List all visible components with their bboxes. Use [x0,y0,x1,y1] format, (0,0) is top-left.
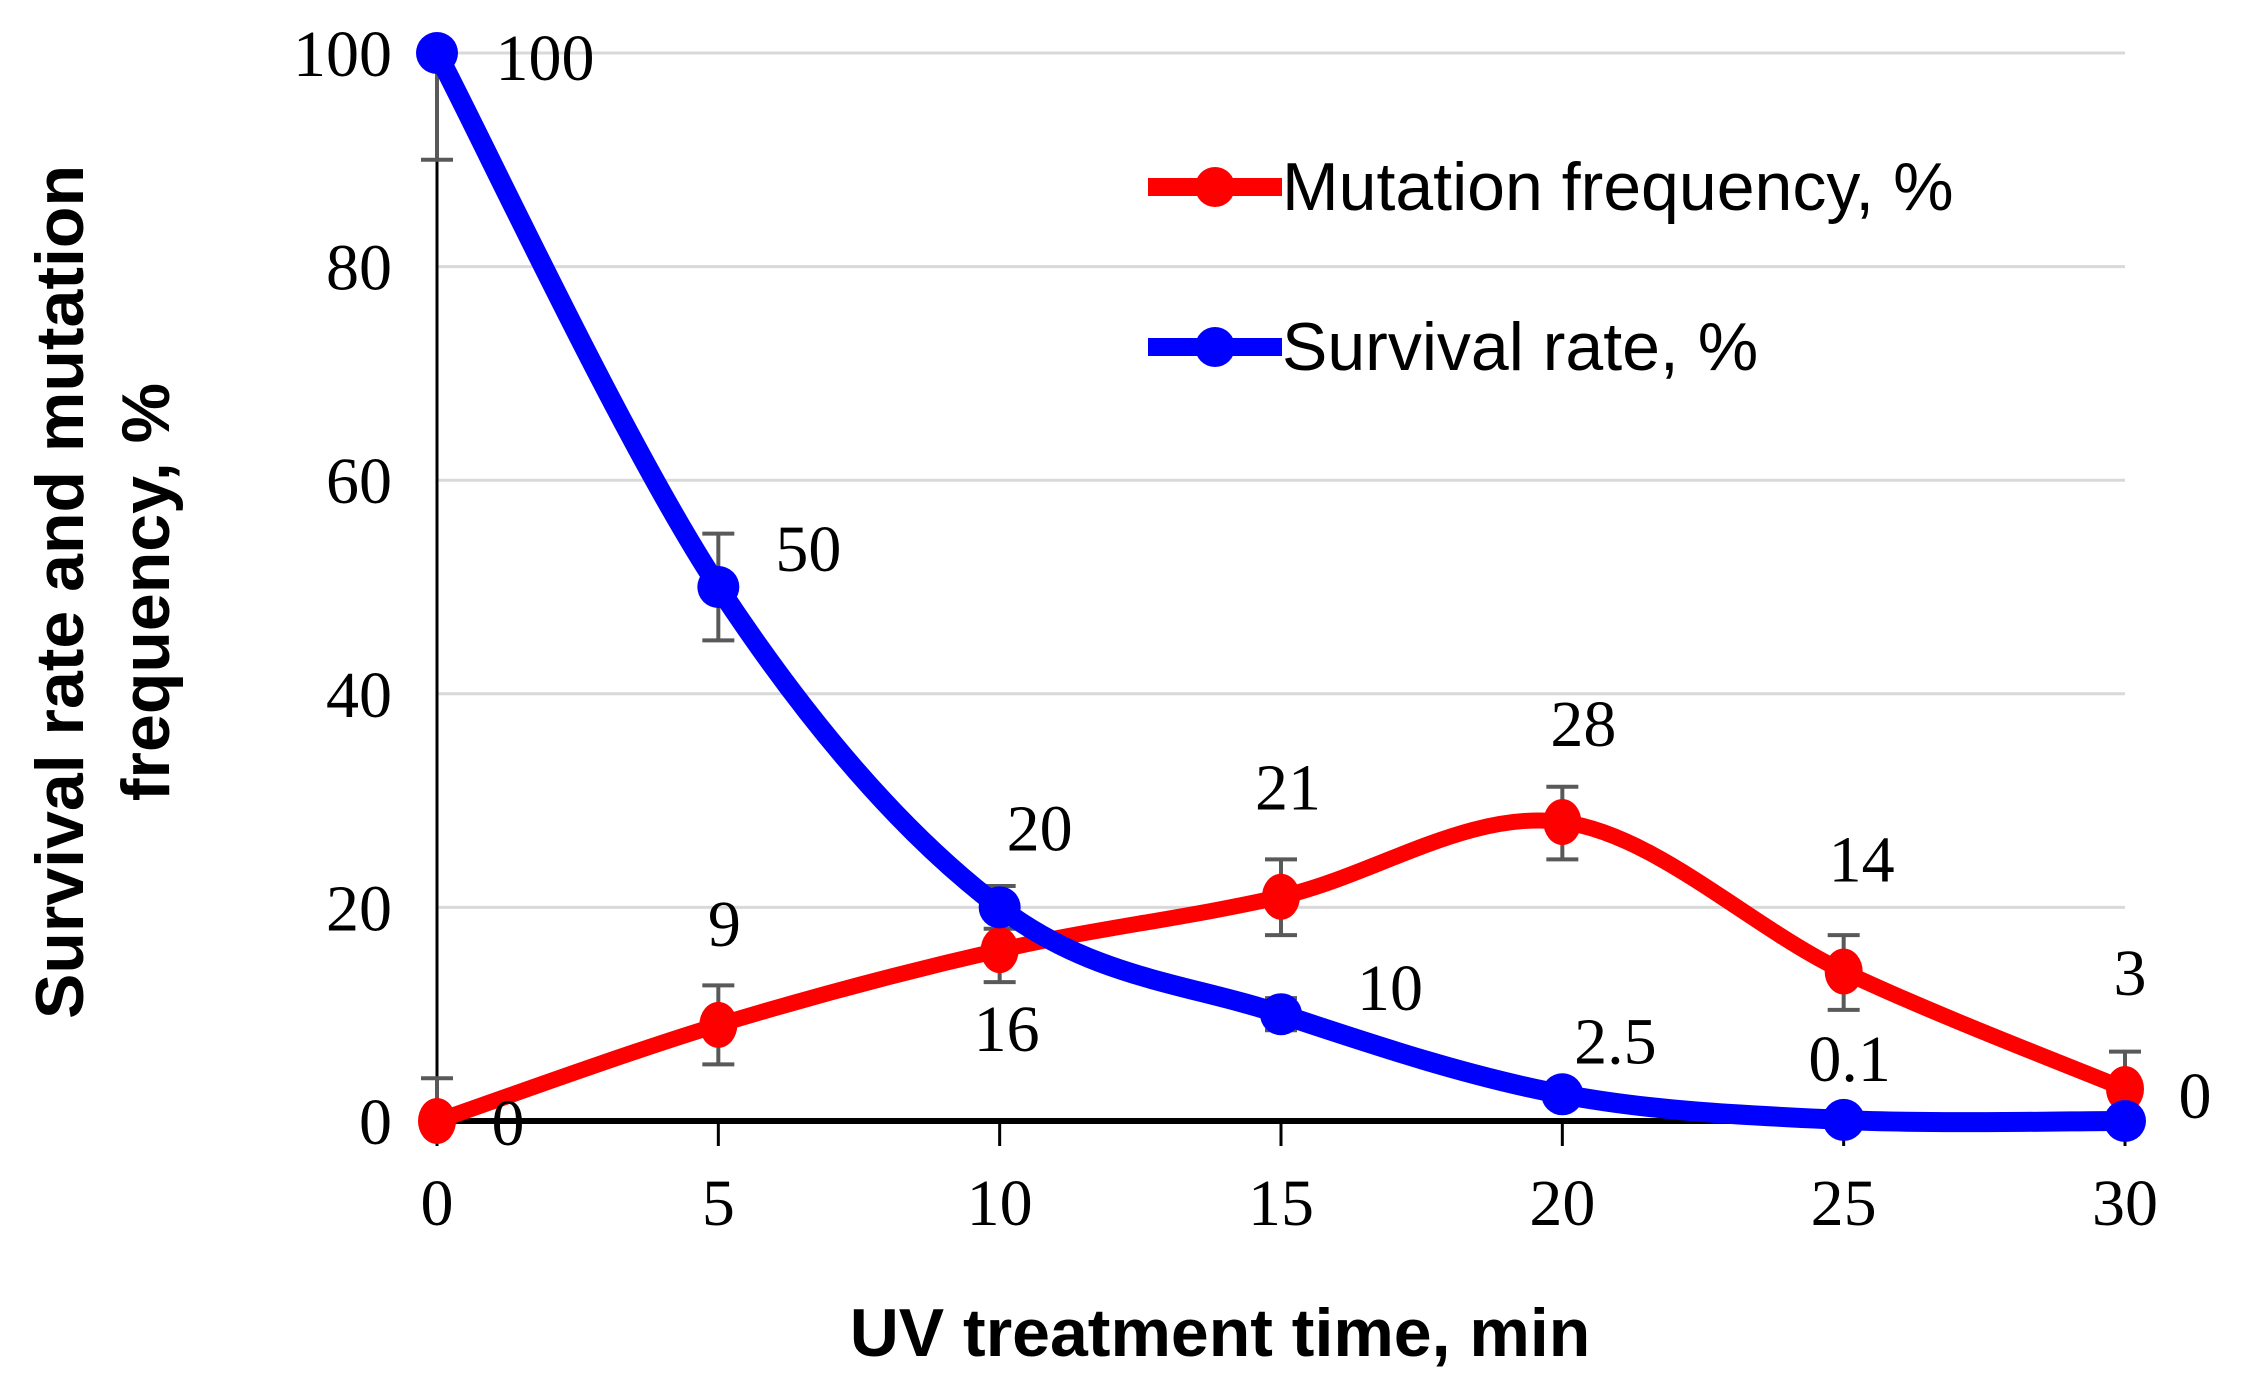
y-axis-title-line2: frequency, % [108,382,184,802]
x-tick-label: 30 [2092,1167,2158,1240]
legend-item-mutation-frequency: Mutation frequency, % [1148,149,1954,225]
x-tick-label: 20 [1529,1167,1595,1240]
data-point-mutation-frequency [2106,1065,2144,1112]
data-label-mutation-frequency: 21 [1255,752,1321,825]
data-label-survival-rate: 100 [496,22,595,95]
y-tick-label: 20 [326,872,392,945]
data-point-survival-rate [697,566,740,608]
data-label-survival-rate: 0 [2179,1060,2212,1133]
data-label-mutation-frequency: 3 [2114,937,2147,1010]
data-point-survival-rate [2104,1100,2146,1142]
data-label-survival-rate: 10 [1357,952,1423,1025]
y-tick-label: 80 [326,232,392,305]
x-tick-label: 25 [1811,1167,1877,1240]
data-point-mutation-frequency [418,1098,456,1144]
data-point-mutation-frequency [980,927,1019,974]
legend-marker-red-line-icon [1148,167,1282,207]
data-label-mutation-frequency: 14 [1829,823,1895,896]
x-axis-title: UV treatment time, min [849,1295,1591,1371]
data-point-mutation-frequency [699,1001,738,1048]
x-tick-label: 5 [702,1167,735,1240]
y-axis-title: Survival rate and mutation frequency, % [17,165,189,1019]
data-label-mutation-frequency: 0 [492,1087,525,1160]
data-label-survival-rate: 20 [1007,792,1073,865]
data-point-survival-rate [1260,993,1302,1036]
data-label-survival-rate: 50 [775,513,841,586]
x-tick-label: 15 [1248,1167,1314,1240]
data-label-mutation-frequency: 16 [974,993,1040,1066]
y-axis-title-line1: Survival rate and mutation [22,165,98,1019]
data-point-survival-rate [416,32,458,74]
data-label-mutation-frequency: 28 [1550,688,1616,761]
series-line-survival-rate [427,43,2135,1133]
data-label-mutation-frequency: 9 [708,888,741,961]
data-label-survival-rate: 2.5 [1574,1005,1657,1078]
data-point-mutation-frequency [1543,798,1582,845]
x-tick-label: 0 [421,1167,454,1240]
y-tick-label: 100 [293,18,392,91]
x-tick-label: 10 [967,1167,1033,1240]
legend-item-survival-rate: Survival rate, % [1148,309,1758,385]
legend-label-survival-rate: Survival rate, % [1282,309,1759,385]
data-point-mutation-frequency [1824,948,1863,995]
data-label-survival-rate: 0.1 [1808,1023,1891,1096]
data-point-mutation-frequency [1262,873,1300,920]
y-tick-label: 40 [326,659,392,732]
y-tick-label: 60 [326,445,392,518]
data-point-survival-rate [1822,1098,1865,1141]
data-point-survival-rate [978,886,1021,929]
data-point-survival-rate [1541,1073,1584,1116]
legend-label-mutation-frequency: Mutation frequency, % [1282,149,1954,225]
legend-marker-blue-line-icon [1148,327,1282,367]
y-tick-label: 0 [359,1086,392,1159]
